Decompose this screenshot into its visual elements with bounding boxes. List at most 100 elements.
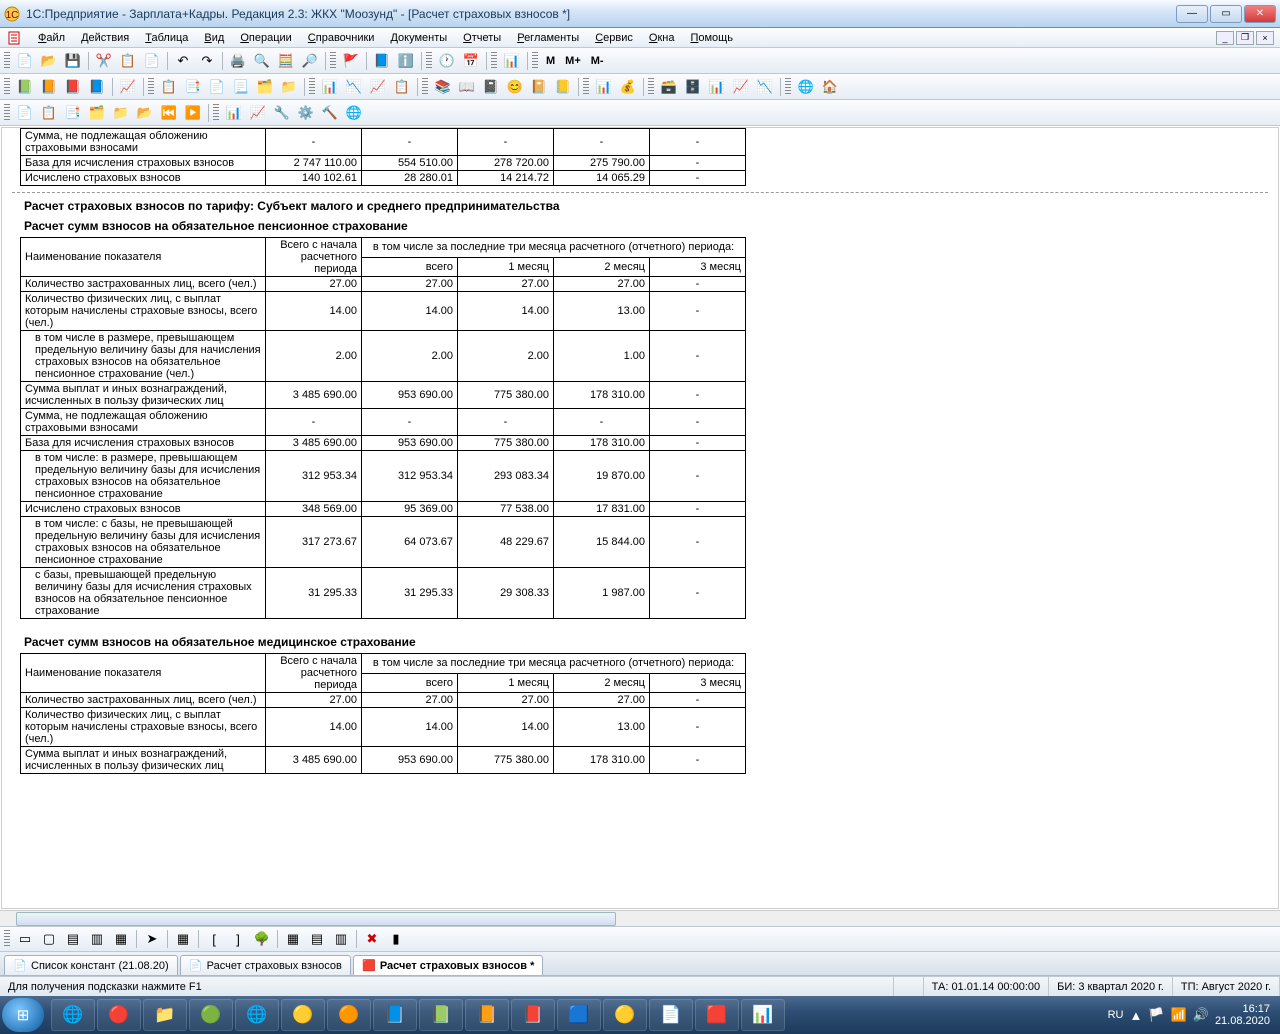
tb2-icon-25[interactable]: 🗄️ (682, 76, 704, 98)
save-icon[interactable]: 💾 (62, 50, 84, 72)
mdi-tab[interactable]: 📄Расчет страховых взносов (180, 955, 351, 975)
task-ie2[interactable]: 🌐 (235, 999, 279, 1031)
bt-icon-2[interactable]: ▢ (38, 928, 60, 950)
tree-icon[interactable]: 🌳 (251, 928, 273, 950)
task-app4[interactable]: 📕 (511, 999, 555, 1031)
grid-icon[interactable]: ▦ (172, 928, 194, 950)
tb2-icon-19[interactable]: 😊 (504, 76, 526, 98)
preview-icon[interactable]: 🔍 (251, 50, 273, 72)
menu-окна[interactable]: Окна (641, 30, 683, 46)
time-icon[interactable]: 🕐 (436, 50, 458, 72)
start-button[interactable]: ⊞ (2, 998, 44, 1032)
table-icon-3[interactable]: ▥ (330, 928, 352, 950)
tb3-icon-14[interactable]: 🌐 (343, 102, 365, 124)
paste-icon[interactable]: 📄 (141, 50, 163, 72)
tb2-icon-15[interactable]: 📋 (391, 76, 413, 98)
tb3-icon-7[interactable]: ⏮️ (158, 102, 180, 124)
menu-файл[interactable]: Файл (30, 30, 73, 46)
task-1c[interactable]: 🟡 (281, 999, 325, 1031)
task-wmp[interactable]: 🟠 (327, 999, 371, 1031)
tb2-icon-28[interactable]: 📉 (754, 76, 776, 98)
mdi-tab[interactable]: 🟥Расчет страховых взносов * (353, 955, 544, 975)
m-button[interactable]: M (542, 55, 559, 67)
menu-таблица[interactable]: Таблица (137, 30, 196, 46)
task-chrome[interactable]: 🟢 (189, 999, 233, 1031)
tb2-icon-5[interactable]: 📈 (117, 76, 139, 98)
tb3-icon-11[interactable]: 🔧 (271, 102, 293, 124)
tb2-icon-7[interactable]: 📑 (182, 76, 204, 98)
mdi-minimize-button[interactable]: _ (1216, 31, 1234, 45)
horizontal-scrollbar[interactable] (0, 910, 1280, 926)
table-icon-2[interactable]: ▤ (306, 928, 328, 950)
tb3-icon-4[interactable]: 🗂️ (86, 102, 108, 124)
menu-вид[interactable]: Вид (196, 30, 232, 46)
mdi-restore-button[interactable]: ❐ (1236, 31, 1254, 45)
cut-icon[interactable]: ✂️ (93, 50, 115, 72)
close-button[interactable]: ✕ (1244, 5, 1276, 23)
task-app1[interactable]: 📘 (373, 999, 417, 1031)
tb3-icon-1[interactable]: 📄 (14, 102, 36, 124)
bt-icon-3[interactable]: ▤ (62, 928, 84, 950)
tb3-icon-9[interactable]: 📊 (223, 102, 245, 124)
tb2-icon-9[interactable]: 📃 (230, 76, 252, 98)
tb2-icon-21[interactable]: 📒 (552, 76, 574, 98)
pointer-icon[interactable]: ➤ (141, 928, 163, 950)
tb2-icon-17[interactable]: 📖 (456, 76, 478, 98)
tb2-icon-18[interactable]: 📓 (480, 76, 502, 98)
print-icon[interactable]: 🖨️ (227, 50, 249, 72)
menu-сервис[interactable]: Сервис (587, 30, 641, 46)
tb3-icon-12[interactable]: ⚙️ (295, 102, 317, 124)
tb3-icon-3[interactable]: 📑 (62, 102, 84, 124)
tb2-icon-3[interactable]: 📕 (62, 76, 84, 98)
tb2-icon-2[interactable]: 📙 (38, 76, 60, 98)
bt-icon-1[interactable]: ▭ (14, 928, 36, 950)
mdi-close-button[interactable]: × (1256, 31, 1274, 45)
close-x-icon[interactable]: ✖ (361, 928, 383, 950)
tray-clock[interactable]: 16:17 21.08.2020 (1215, 1003, 1270, 1027)
table-icon-1[interactable]: ▦ (282, 928, 304, 950)
tb3-icon-13[interactable]: 🔨 (319, 102, 341, 124)
task-app5[interactable]: 🟦 (557, 999, 601, 1031)
help-icon[interactable]: 📘 (371, 50, 393, 72)
tb2-icon-23[interactable]: 💰 (617, 76, 639, 98)
menu-отчеты[interactable]: Отчеты (455, 30, 509, 46)
tb2-icon-16[interactable]: 📚 (432, 76, 454, 98)
bracket-right-icon[interactable]: ] (227, 928, 249, 950)
calc-icon[interactable]: 🧮 (275, 50, 297, 72)
bt-icon-4[interactable]: ▥ (86, 928, 108, 950)
tb2-icon-14[interactable]: 📈 (367, 76, 389, 98)
menu-регламенты[interactable]: Регламенты (509, 30, 587, 46)
flag-icon[interactable]: 🚩 (340, 50, 362, 72)
menu-операции[interactable]: Операции (232, 30, 299, 46)
tb2-icon-10[interactable]: 🗂️ (254, 76, 276, 98)
menu-документы[interactable]: Документы (382, 30, 455, 46)
new-icon[interactable]: 📄 (14, 50, 36, 72)
menu-справочники[interactable]: Справочники (300, 30, 383, 46)
tb2-icon-8[interactable]: 📄 (206, 76, 228, 98)
tb2-icon-20[interactable]: 📔 (528, 76, 550, 98)
minimize-button[interactable]: — (1176, 5, 1208, 23)
tray-up-icon[interactable]: ▲ (1130, 1008, 1143, 1023)
tb2-icon-29[interactable]: 🌐 (795, 76, 817, 98)
tray-lang[interactable]: RU (1108, 1009, 1124, 1021)
bracket-left-icon[interactable]: [ (203, 928, 225, 950)
bt-icon-5[interactable]: ▦ (110, 928, 132, 950)
tb3-icon-6[interactable]: 📂 (134, 102, 156, 124)
task-app7[interactable]: 📄 (649, 999, 693, 1031)
task-app6[interactable]: 🟡 (603, 999, 647, 1031)
task-app9[interactable]: 📊 (741, 999, 785, 1031)
tb3-icon-10[interactable]: 📈 (247, 102, 269, 124)
tb2-icon-30[interactable]: 🏠 (819, 76, 841, 98)
tb2-icon-24[interactable]: 🗃️ (658, 76, 680, 98)
task-opera[interactable]: 🔴 (97, 999, 141, 1031)
chart-icon[interactable]: 📊 (501, 50, 523, 72)
tb2-icon-11[interactable]: 📁 (278, 76, 300, 98)
tb2-icon-22[interactable]: 📊 (593, 76, 615, 98)
tb2-icon-4[interactable]: 📘 (86, 76, 108, 98)
tb2-icon-12[interactable]: 📊 (319, 76, 341, 98)
tray-volume-icon[interactable]: 🔊 (1193, 1007, 1209, 1023)
menu-действия[interactable]: Действия (73, 30, 137, 46)
copy-icon[interactable]: 📋 (117, 50, 139, 72)
task-app2[interactable]: 📗 (419, 999, 463, 1031)
task-app3[interactable]: 📙 (465, 999, 509, 1031)
